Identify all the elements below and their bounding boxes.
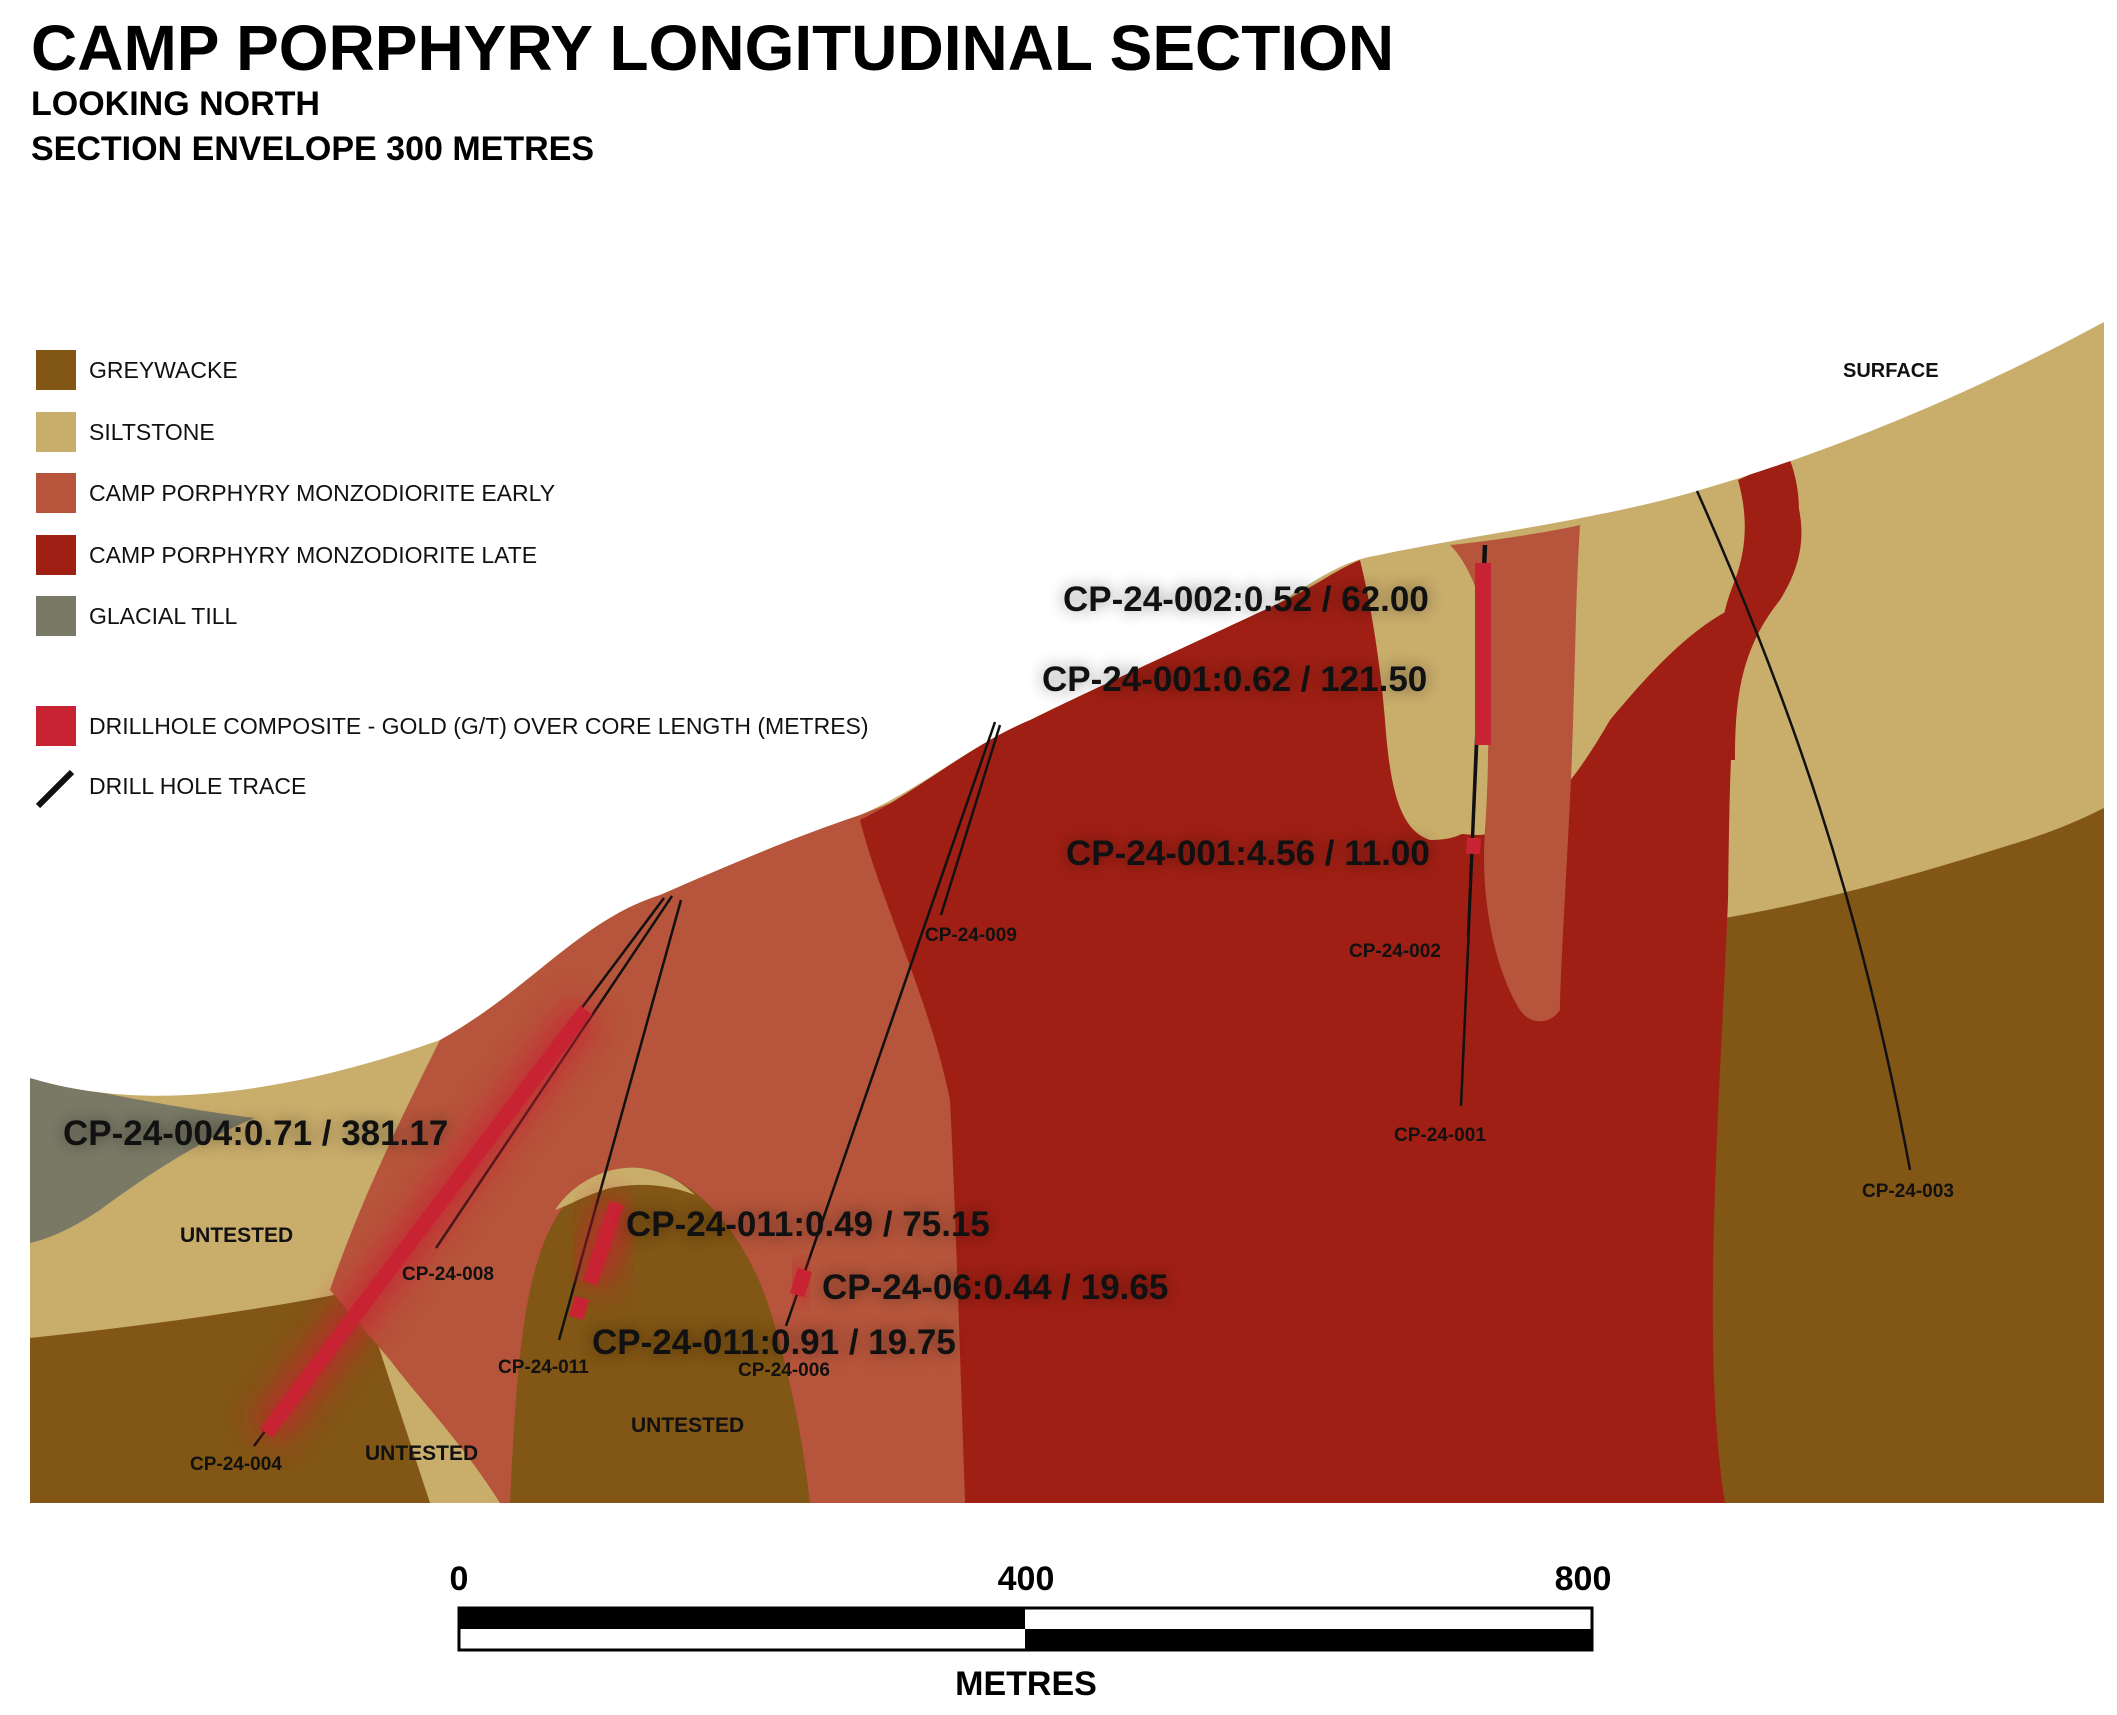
legend-swatch-siltstone [36, 412, 76, 452]
scale-segment-top-left [459, 1608, 1025, 1629]
composite-cp-24-011-upper [582, 1200, 625, 1286]
intercept-text-cp-24-002: CP-24-002:0.52 / 62.00 [1063, 580, 1429, 619]
legend-label-glacial-till: GLACIAL TILL [89, 603, 238, 629]
svg-text:CP-24-001:4.56 / 11.00: CP-24-001:4.56 / 11.00 [1066, 834, 1430, 873]
siltstone-pocket [1360, 545, 1480, 840]
intercept-text-cp-24-011-a: CP-24-011:0.49 / 75.15 [626, 1205, 990, 1244]
drill-trace-cp-24-003 [1695, 490, 1912, 1171]
diagram-subtitle-view: LOOKING NORTH [31, 85, 320, 123]
monzodiorite-early-finger [1450, 525, 1580, 1022]
intercept-cp-24-011-b: CP-24-011:0.91 / 19.75 CP-24-011:0.91 / … [592, 1323, 956, 1362]
svg-text:CP-24-002:0.52 / 62.00: CP-24-002:0.52 / 62.00 [1063, 580, 1429, 619]
composite-cp-24-006 [789, 1267, 813, 1298]
siltstone-mound-rim [555, 1167, 695, 1210]
label-untested-west: UNTESTED [180, 1224, 293, 1247]
intercept-text-cp-24-06: CP-24-06:0.44 / 19.65 [822, 1268, 1168, 1307]
monzodiorite-late-central [860, 460, 1799, 1503]
diagram-subtitle-envelope: SECTION ENVELOPE 300 METRES [31, 130, 594, 168]
svg-text:CP-24-004:0.71 / 381.17: CP-24-004:0.71 / 381.17 [63, 1114, 448, 1153]
label-surface: SURFACE [1843, 360, 1939, 382]
intercept-text-cp-24-004: CP-24-004:0.71 / 381.17 [63, 1114, 448, 1153]
hole-label-cp-24-001: CP-24-001 [1394, 1125, 1486, 1146]
scale-segment-bottom-right [1025, 1629, 1592, 1650]
drill-trace-cp-24-006 [784, 721, 997, 1327]
intercept-cp-24-002: CP-24-002:0.52 / 62.00 CP-24-002:0.52 / … [1063, 580, 1429, 619]
label-untested-mound: UNTESTED [631, 1414, 744, 1437]
legend-swatch-greywacke [36, 350, 76, 390]
svg-text:CP-24-06:0.44 / 19.65: CP-24-06:0.44 / 19.65 [822, 1268, 1168, 1307]
legend-swatch-monzodiorite-early [36, 473, 76, 513]
intercept-annotations: CP-24-002:0.52 / 62.00 CP-24-002:0.52 / … [63, 580, 1430, 1362]
drill-composites [250, 563, 1503, 1446]
hole-label-cp-24-009: CP-24-009 [925, 925, 1017, 946]
legend-label-trace: DRILL HOLE TRACE [89, 773, 306, 799]
scale-tick-0: 0 [450, 1560, 469, 1598]
legend-swatch-trace [35, 769, 75, 809]
scale-tick-400: 400 [998, 1560, 1055, 1598]
legend-swatch-monzodiorite-late [36, 535, 76, 575]
legend-label-monzodiorite-early: CAMP PORPHYRY MONZODIORITE EARLY [89, 480, 555, 506]
scale-bar: 0 400 800 METRES [450, 1560, 1612, 1703]
svg-text:CP-24-001:0.62 / 121.50: CP-24-001:0.62 / 121.50 [1042, 660, 1427, 699]
legend-label-greywacke: GREYWACKE [89, 357, 238, 383]
diagram-title: CAMP PORPHYRY LONGITUDINAL SECTION [31, 12, 1394, 84]
intercept-cp-24-001-a: CP-24-001:0.62 / 121.50 CP-24-001:0.62 /… [1042, 660, 1427, 699]
hole-label-cp-24-003: CP-24-003 [1862, 1181, 1954, 1202]
legend-swatch-glacial-till [36, 596, 76, 636]
label-untested-south: UNTESTED [365, 1442, 478, 1465]
intercept-cp-24-004: CP-24-004:0.71 / 381.17 CP-24-004:0.71 /… [63, 1114, 448, 1153]
hole-label-cp-24-011: CP-24-011 [498, 1357, 589, 1378]
monzodiorite-late-dike [1718, 465, 1802, 760]
legend-label-monzodiorite-late: CAMP PORPHYRY MONZODIORITE LATE [89, 542, 537, 568]
composite-cp-24-001-lower [1466, 837, 1481, 855]
monzodiorite-early-west [330, 760, 1000, 1503]
drill-trace-cp-24-009 [939, 724, 1002, 916]
hole-label-cp-24-004: CP-24-004 [190, 1454, 282, 1475]
intercept-cp-24-011-a: CP-24-011:0.49 / 75.15 CP-24-011:0.49 / … [626, 1205, 990, 1244]
intercept-cp-24-06: CP-24-06:0.44 / 19.65 CP-24-06:0.44 / 19… [822, 1268, 1168, 1307]
intercept-cp-24-001-b: CP-24-001:4.56 / 11.00 CP-24-001:4.56 / … [1066, 834, 1430, 873]
svg-text:CP-24-011:0.49 / 75.15: CP-24-011:0.49 / 75.15 [626, 1205, 990, 1244]
scale-unit: METRES [955, 1665, 1097, 1703]
intercept-text-cp-24-001-b: CP-24-001:4.56 / 11.00 [1066, 834, 1430, 873]
hole-label-cp-24-006: CP-24-006 [738, 1360, 830, 1381]
scale-tick-800: 800 [1555, 1560, 1612, 1598]
legend-label-siltstone: SILTSTONE [89, 419, 215, 445]
intercept-text-cp-24-011-b: CP-24-011:0.91 / 19.75 [592, 1323, 956, 1362]
legend-label-composite: DRILLHOLE COMPOSITE - GOLD (G/T) OVER CO… [89, 713, 869, 739]
hole-label-cp-24-008: CP-24-008 [402, 1264, 494, 1285]
glacial-till-unit [30, 1078, 255, 1243]
drill-hole-labels: CP-24-004 CP-24-008 CP-24-011 CP-24-006 … [190, 925, 1954, 1475]
intercept-text-cp-24-001-a: CP-24-001:0.62 / 121.50 [1042, 660, 1427, 699]
legend: GREYWACKE SILTSTONE CAMP PORPHYRY MONZOD… [35, 350, 869, 809]
composite-cp-24-011-lower [568, 1295, 590, 1321]
legend-swatch-composite [36, 706, 76, 746]
hole-label-cp-24-002: CP-24-002 [1349, 941, 1441, 962]
svg-text:CP-24-011:0.91 / 19.75: CP-24-011:0.91 / 19.75 [592, 1323, 956, 1362]
composite-cp-24-004 [260, 1005, 592, 1438]
greywacke-right [1700, 808, 2104, 1503]
